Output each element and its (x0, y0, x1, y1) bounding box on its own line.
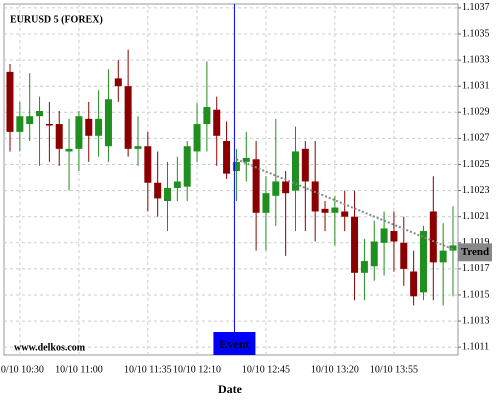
candle-body (370, 241, 378, 267)
candle-body (203, 107, 211, 125)
x-tick-label: 10/10 12:45 (242, 364, 290, 375)
candle-body (104, 99, 112, 147)
x-tick-label: 10/10 11:35 (124, 364, 172, 375)
x-tick-label: 10/10 12:10 (173, 364, 221, 375)
candle-body (193, 124, 201, 152)
candle-body (124, 86, 132, 149)
candle-body (301, 148, 309, 182)
candle-body (360, 261, 368, 273)
candle-body (439, 250, 447, 263)
candle-body (6, 71, 14, 132)
candle-body (55, 124, 63, 149)
x-axis-label: Date (218, 382, 243, 396)
x-tick-label: 10/10 13:20 (311, 364, 359, 375)
y-tick-label: 1.1035 (462, 28, 490, 39)
candle-body (252, 159, 260, 213)
y-tick-label: 1.1015 (462, 289, 490, 300)
candle-body (16, 116, 24, 132)
y-tick-label: 1.1011 (462, 341, 489, 352)
trend-line (236, 158, 454, 251)
candle-body (400, 242, 408, 269)
plot-area (3, 3, 459, 356)
candle-body (85, 118, 93, 136)
candle-body (232, 161, 240, 172)
candle-body (291, 151, 299, 191)
candle-body (321, 208, 329, 213)
candle-body (114, 78, 122, 87)
y-tick-label: 1.1013 (462, 315, 490, 326)
x-tick-label: 10/10 11:00 (55, 364, 103, 375)
candle-body (213, 109, 221, 136)
y-tick-label: 1.1025 (462, 159, 490, 170)
y-tick-label: 1.1017 (462, 263, 490, 274)
y-tick-label: 1.1037 (462, 2, 490, 13)
candle-body (429, 211, 437, 263)
candle-body (380, 228, 388, 243)
y-tick-label: 1.1031 (462, 81, 490, 92)
candle-body (75, 116, 83, 149)
candle-body (144, 146, 152, 183)
candle-body (173, 181, 181, 188)
candle-body (311, 181, 319, 212)
y-tick-label: 1.1029 (462, 107, 490, 118)
y-tick-label: 1.1027 (462, 133, 490, 144)
candle-body (134, 146, 142, 149)
y-tick-label: 1.1021 (462, 211, 490, 222)
y-tick-label: 1.1019 (462, 237, 490, 248)
y-tick-label: 1.1033 (462, 54, 490, 65)
watermark: www.delkos.com (14, 342, 86, 353)
event-label-box (213, 332, 256, 355)
chart-title: EURUSD 5 (FOREX) (10, 14, 103, 25)
trend-label-box (458, 243, 492, 262)
x-tick-label: 10/10 13:55 (370, 364, 418, 375)
candle-body (154, 182, 162, 199)
y-tick-label: 1.1023 (462, 185, 490, 196)
trend-label: Trend (461, 246, 489, 258)
event-label: Event (219, 337, 249, 351)
candle-body (341, 211, 349, 217)
x-tick-label: 10/10 10:30 (0, 364, 44, 375)
candle-body (242, 157, 250, 162)
candle-body (26, 116, 34, 125)
candle-body (183, 146, 191, 187)
candle-body (331, 207, 339, 213)
candle-body (262, 193, 270, 213)
candle-body (223, 141, 231, 174)
candle-body (449, 245, 457, 251)
candle-body (45, 124, 53, 126)
candle-body (65, 148, 73, 152)
candle-body (95, 118, 103, 136)
candle-body (390, 231, 398, 242)
candle-body (351, 216, 359, 273)
candle-body (282, 181, 290, 194)
candle-body (272, 181, 280, 196)
candle-body (410, 271, 418, 297)
candle-body (36, 110, 44, 117)
candle-body (164, 187, 172, 202)
candle-body (419, 231, 427, 293)
